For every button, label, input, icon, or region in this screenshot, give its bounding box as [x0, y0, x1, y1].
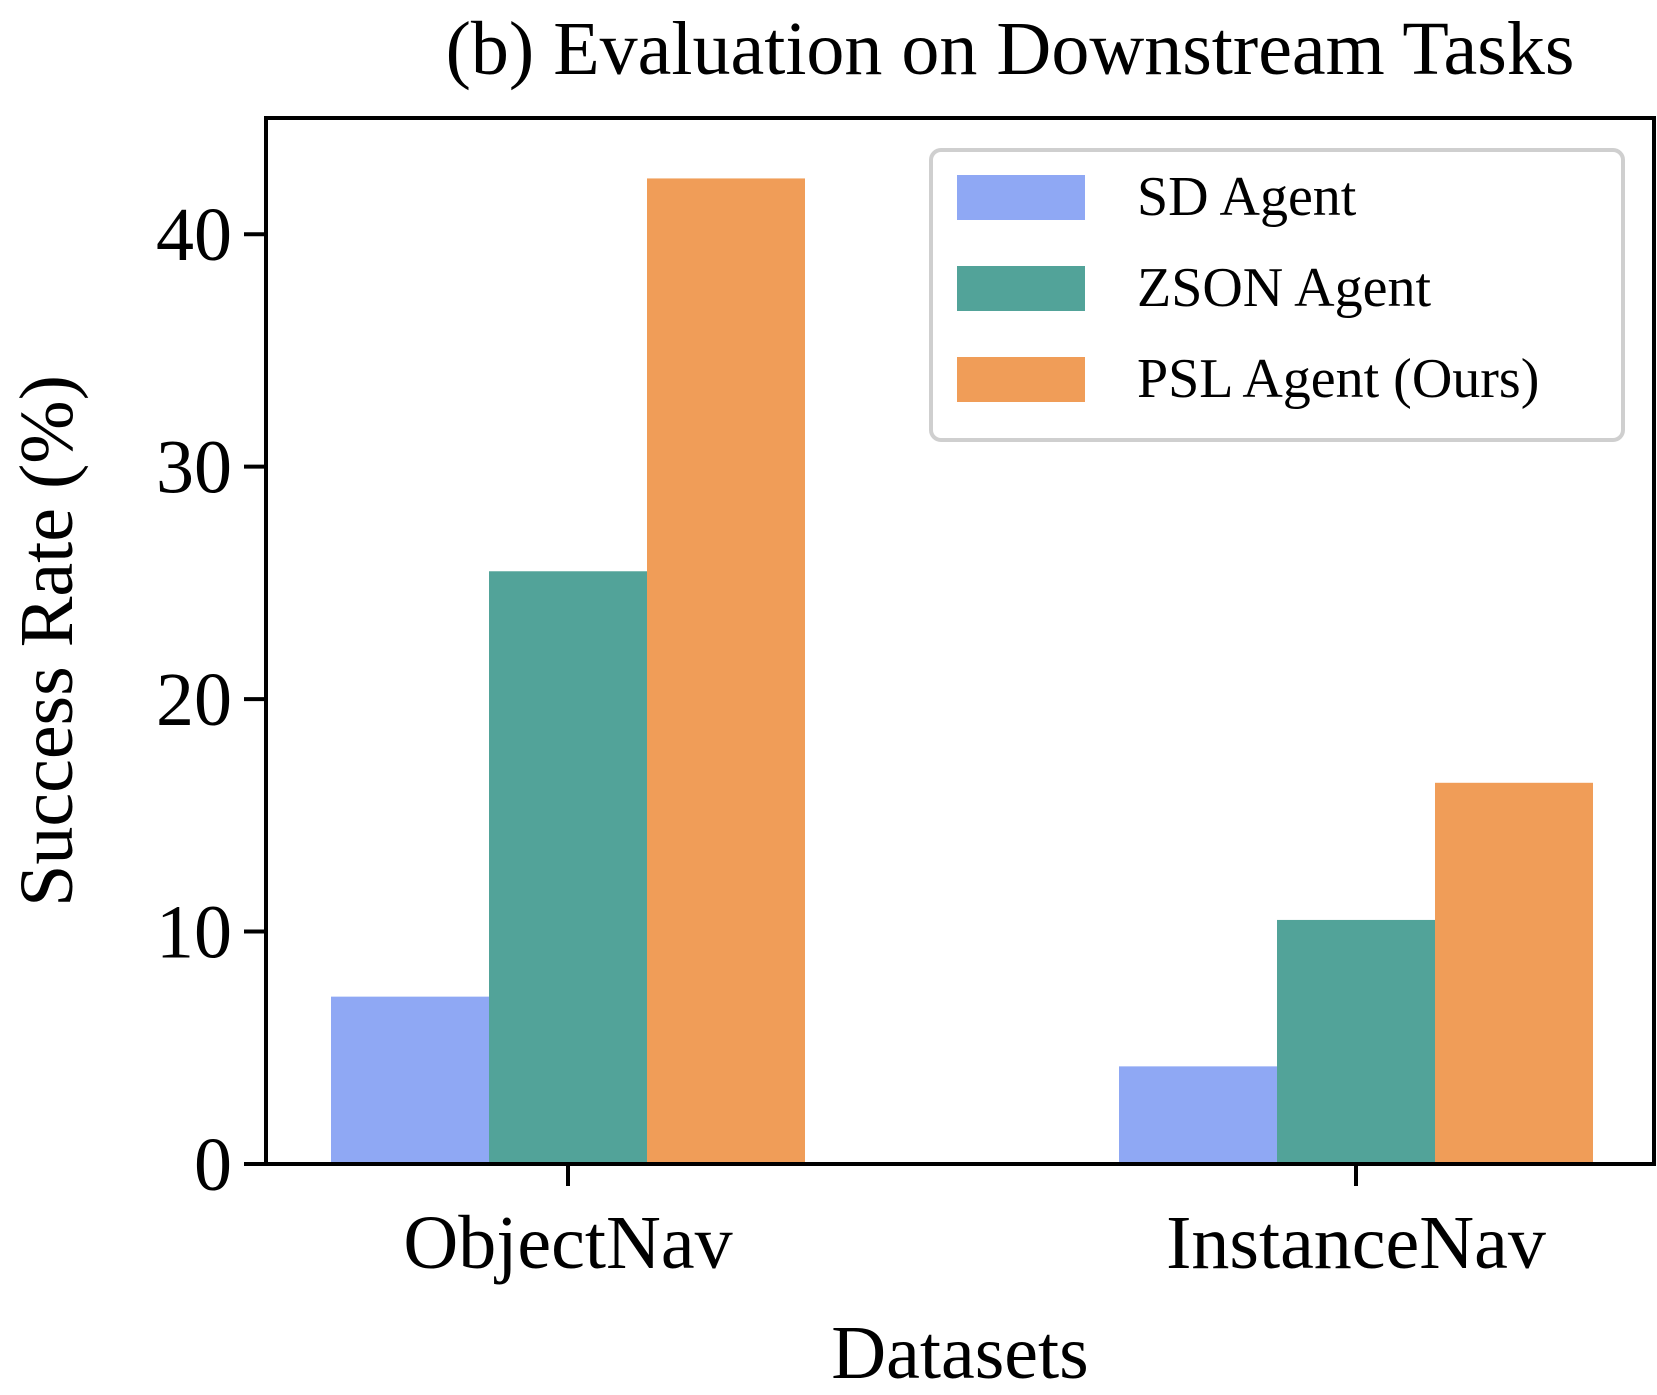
y-axis-ticks: 0 10 20 30 40	[156, 193, 266, 1207]
x-axis-label: Datasets	[831, 1311, 1088, 1395]
legend-label-3: PSL Agent (Ours)	[1137, 348, 1539, 410]
y-tick-label: 40	[156, 193, 232, 277]
legend-items: SD Agent ZSON Agent PSL Agent (Ours)	[957, 166, 1539, 410]
bar-objectnav-3	[647, 178, 805, 1165]
chart-title: (b) Evaluation on Downstream Tasks	[446, 7, 1575, 91]
bar-objectnav-1	[331, 996, 489, 1164]
x-tick-label-instancenav: InstanceNav	[1166, 1201, 1546, 1285]
legend-label-2: ZSON Agent	[1137, 257, 1431, 319]
bar-instancenav-3	[1435, 782, 1593, 1164]
legend-box	[929, 148, 1625, 442]
legend-swatch-3	[957, 357, 1085, 402]
bar-instancenav-2	[1277, 919, 1435, 1164]
plot-frame	[264, 116, 1656, 1166]
x-tick-label-objectnav: ObjectNav	[403, 1201, 732, 1285]
y-axis-label: Success Rate (%)	[5, 375, 89, 907]
legend-label-1: SD Agent	[1137, 166, 1357, 228]
y-tick-label: 10	[156, 891, 232, 975]
legend-swatch-1	[957, 175, 1085, 220]
bar-instancenav-1	[1119, 1066, 1277, 1164]
x-axis-ticks: ObjectNav InstanceNav	[403, 1164, 1546, 1285]
y-tick-label: 20	[156, 658, 232, 742]
bar-objectnav-2	[489, 571, 647, 1164]
legend-swatch-2	[957, 266, 1085, 311]
y-tick-label: 0	[194, 1123, 232, 1207]
y-tick-label: 30	[156, 426, 232, 510]
legend: SD Agent ZSON Agent PSL Agent (Ours)	[929, 148, 1625, 442]
bars-group	[331, 178, 1593, 1165]
